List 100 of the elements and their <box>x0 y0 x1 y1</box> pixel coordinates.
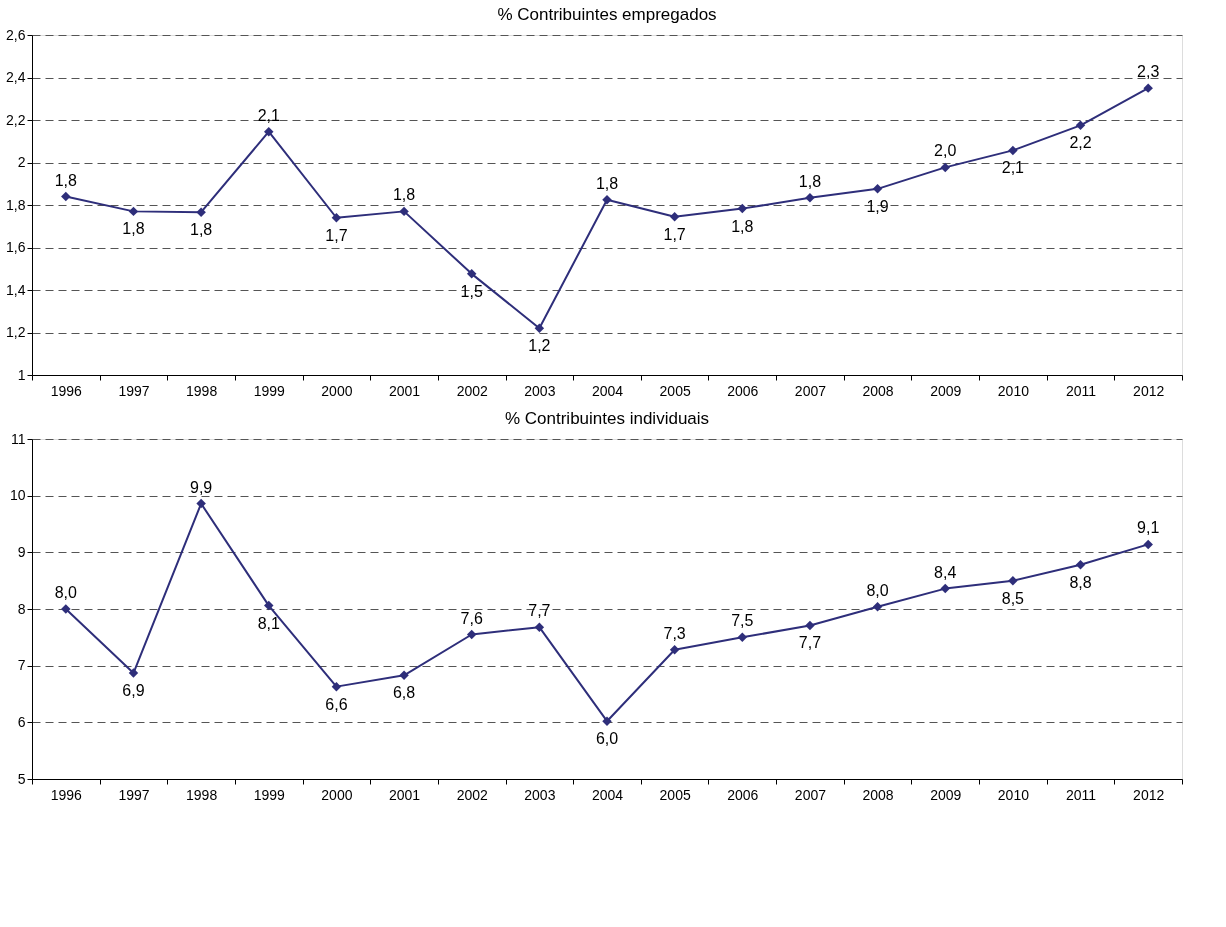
data-label: 7,3 <box>663 624 686 642</box>
x-tick-label: 2008 <box>862 382 894 399</box>
x-tick-label: 2010 <box>997 382 1030 399</box>
x-tick-label: 1997 <box>118 382 150 399</box>
y-tick-label: 1,8 <box>6 196 26 213</box>
y-tick-label: 2,6 <box>6 26 26 43</box>
point <box>1008 575 1018 586</box>
point <box>331 681 342 692</box>
x-tick-label: 2007 <box>794 382 827 399</box>
point <box>1143 83 1153 93</box>
x-tick-label: 2007 <box>794 786 827 803</box>
x-tick-label: 2009 <box>930 786 962 803</box>
data-label: 1,8 <box>54 171 78 189</box>
data-label: 1,8 <box>731 217 754 235</box>
data-label: 6,6 <box>325 695 348 713</box>
point <box>534 323 545 333</box>
point <box>940 162 950 173</box>
point <box>196 207 206 217</box>
y-tick-label: 1,4 <box>6 281 26 298</box>
data-label: 1,8 <box>595 174 619 192</box>
x-tick-label: 2006 <box>727 786 759 803</box>
point <box>1008 145 1018 156</box>
point <box>737 203 748 214</box>
data-label: 1,7 <box>325 226 348 244</box>
x-tick-label: 2003 <box>524 382 556 399</box>
x-tick-label: 1999 <box>253 382 286 399</box>
data-label: 7,5 <box>731 612 754 630</box>
point <box>1143 539 1153 550</box>
data-label: 1,8 <box>798 172 822 190</box>
x-tick-label: 2001 <box>388 382 421 399</box>
x-tick-label: 2005 <box>659 786 691 803</box>
point <box>399 206 409 217</box>
x-tick-label: 2000 <box>321 382 353 399</box>
y-tick-label: 1 <box>17 366 26 383</box>
point <box>128 668 139 678</box>
point <box>805 620 815 631</box>
point <box>264 600 274 611</box>
data-label: 7,7 <box>528 602 551 620</box>
y-tick-label: 2,2 <box>6 111 26 128</box>
y-tick-label: 9 <box>17 543 26 560</box>
y-tick-label: 7 <box>17 657 26 674</box>
data-label: 9,9 <box>189 478 213 496</box>
data-label: 6,9 <box>122 682 145 700</box>
x-tick-label: 2008 <box>862 786 894 803</box>
data-label: 8,1 <box>257 614 280 632</box>
data-label: 1,8 <box>392 186 416 204</box>
x-tick-label: 2000 <box>321 786 353 803</box>
point <box>399 670 409 681</box>
data-label: 8,0 <box>54 584 78 601</box>
x-tick-label: 1997 <box>118 786 150 803</box>
data-label: 8,5 <box>1001 589 1025 607</box>
point <box>196 498 206 509</box>
data-label: 1,7 <box>663 225 686 243</box>
x-tick-label: 2011 <box>1065 382 1097 399</box>
y-tick-label: 1,6 <box>6 239 26 255</box>
data-label: 7,7 <box>798 634 822 652</box>
y-tick-label: 2 <box>17 154 26 170</box>
x-tick-label: 2002 <box>456 786 488 803</box>
x-tick-label: 2002 <box>456 382 488 399</box>
x-tick-label: 2003 <box>524 786 556 803</box>
x-tick-label: 2005 <box>659 382 691 399</box>
data-label: 8,8 <box>1069 573 1092 591</box>
x-tick-label: 2012 <box>1133 382 1165 399</box>
point <box>61 191 71 202</box>
y-tick-label: 6 <box>17 713 26 730</box>
x-tick-label: 2010 <box>997 786 1030 803</box>
data-label: 2,1 <box>257 106 280 124</box>
x-tick-label: 2011 <box>1065 786 1097 803</box>
point <box>466 269 477 279</box>
data-label: 1,2 <box>528 337 551 355</box>
y-tick-label: 2,4 <box>6 69 26 85</box>
point <box>872 601 883 612</box>
point <box>669 211 680 222</box>
y-tick-label: 1,2 <box>6 324 26 340</box>
point <box>264 126 274 137</box>
x-tick-label: 1998 <box>186 786 218 803</box>
y-tick-label: 10 <box>9 487 26 504</box>
chart-title: % Contribuintes individuais <box>504 409 710 428</box>
point <box>1075 120 1086 131</box>
data-label: 2,1 <box>1001 159 1025 177</box>
data-label: 8,4 <box>934 563 957 581</box>
x-tick-label: 2004 <box>591 382 624 399</box>
point <box>128 206 139 217</box>
x-tick-label: 2001 <box>388 786 421 803</box>
x-tick-label: 1998 <box>186 382 218 399</box>
data-label: 2,3 <box>1137 63 1160 81</box>
x-tick-label: 1996 <box>50 382 83 399</box>
point <box>1075 560 1086 570</box>
y-tick-label: 8 <box>17 600 26 617</box>
x-tick-label: 1996 <box>50 786 83 803</box>
point <box>737 632 748 643</box>
point <box>940 583 950 594</box>
y-tick-label: 5 <box>17 770 26 787</box>
x-tick-label: 2012 <box>1133 786 1165 803</box>
x-tick-label: 2009 <box>930 382 962 399</box>
x-tick-label: 2006 <box>727 382 759 399</box>
y-tick-label: 11 <box>10 430 26 447</box>
chart-title: % Contribuintes empregados <box>497 5 717 24</box>
data-label: 1,8 <box>122 220 145 238</box>
x-tick-label: 2004 <box>591 786 624 803</box>
